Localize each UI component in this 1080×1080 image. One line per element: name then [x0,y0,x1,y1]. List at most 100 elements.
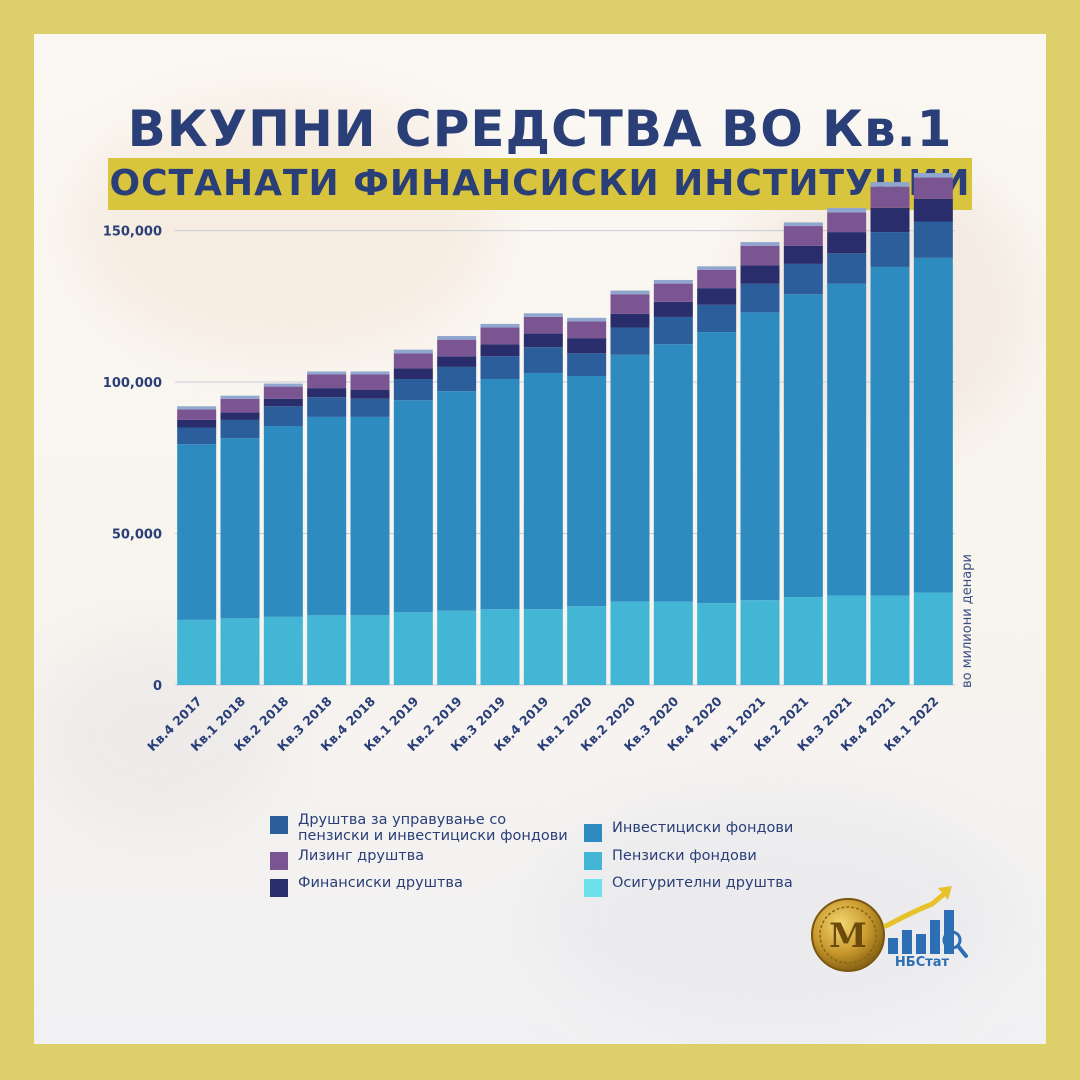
legend-label-line-1: Друштва за управување со [298,812,507,828]
bar-segment [827,207,867,213]
bar-segment [870,182,910,187]
bar-segment [220,419,260,439]
legend-label: Друштва за управување со пензиски и инве… [298,812,568,844]
bar-segment [523,313,563,317]
legend-label: Осигурителни друштва [612,875,793,891]
bar-segment [350,416,390,616]
bar-segment [740,283,780,313]
bar-segment [827,212,867,233]
bar-segment [437,356,477,367]
bar-segment [783,294,823,598]
bar-segment [567,321,607,339]
bar-segment [783,245,823,264]
legend-label-line-2: пензиски и инвестициски фондови [298,828,568,844]
bar-segment [437,391,477,611]
bar-segment [567,606,607,685]
bar-segment [393,379,433,401]
bar-segment [697,266,737,270]
legend-label: Лизинг друштва [298,848,425,864]
bar-segment [827,253,867,284]
bar-segment [697,332,737,604]
bar-segment [177,619,217,685]
legend-swatch [270,816,288,834]
bar-segment [783,226,823,246]
bar-segment [177,406,217,410]
legend-item-insurance: Осигурителни друштва [584,875,793,897]
bar-segment [653,316,693,345]
bar-segment [220,618,260,685]
bar-segment [913,592,953,685]
bar-segment [177,427,217,445]
bar-segment [480,327,520,345]
bar-segment [350,389,390,399]
bars [177,173,953,685]
bar-segment [913,221,953,258]
bar-segment [610,327,650,355]
bar-segment [870,266,910,596]
bar-segment [350,374,390,390]
bar-segment [350,615,390,685]
bar-segment [307,615,347,685]
bar-segment [437,366,477,392]
legend-swatch [270,879,288,897]
legend-item-leasing: Лизинг друштва [270,848,424,870]
bar-segment [870,232,910,267]
bar-segment [610,294,650,314]
bar-segment [220,412,260,420]
bar-segment [740,312,780,601]
bar-segment [827,595,867,685]
bar-segment [783,263,823,295]
nbstat-logo-text: НБСтат [895,955,950,970]
bar-segment [263,398,303,407]
bar-segment [567,353,607,376]
bar-segment [523,372,563,610]
bar-segment [480,323,520,328]
bar-segment [653,301,693,317]
bar-segment [913,198,953,222]
bar-segment [307,374,347,389]
bar-segment [220,438,260,619]
bar-segment [740,600,780,685]
bar-segment [393,349,433,354]
bar-segment [263,425,303,617]
bar-segment [177,419,217,428]
bar-segment [393,353,433,369]
bar-segment [913,173,953,178]
bar-segment [393,612,433,685]
bar-segment [827,232,867,254]
bar-segment [177,409,217,420]
bar-segment [827,283,867,596]
bar-segment [480,356,520,380]
legend-label: Финансиски друштва [298,875,463,891]
bar-segment [610,354,650,602]
bar-segment [567,338,607,354]
legend-swatch [270,852,288,870]
bar-segment [610,290,650,295]
legend-item-investment-funds: Инвестициски фондови [584,820,793,842]
bar-segment [220,398,260,413]
bar-segment [567,376,607,607]
bar-segment [610,313,650,328]
legend-item-financial-companies: Финансиски друштва [270,875,463,897]
bar-segment [263,383,303,387]
bar-segment [393,400,433,613]
bar-segment [697,603,737,685]
bar-segment [523,316,563,334]
bar-segment [307,371,347,375]
legend-swatch [584,879,602,897]
bar-segment [783,597,823,685]
bar-segment [437,336,477,340]
y-axis-ticks: 0 50,000 100,000 150,000 [103,225,162,694]
bar-segment [523,347,563,373]
bar-segment [177,444,217,620]
bar-segment [870,207,910,233]
grid-lines [175,230,955,686]
bar-segment [350,398,390,417]
bar-segment [307,397,347,417]
bar-segment [480,609,520,685]
bar-segment [697,269,737,289]
bar-segment [263,386,303,399]
bar-segment [437,610,477,685]
legend-label: Пензиски фондови [612,848,757,864]
